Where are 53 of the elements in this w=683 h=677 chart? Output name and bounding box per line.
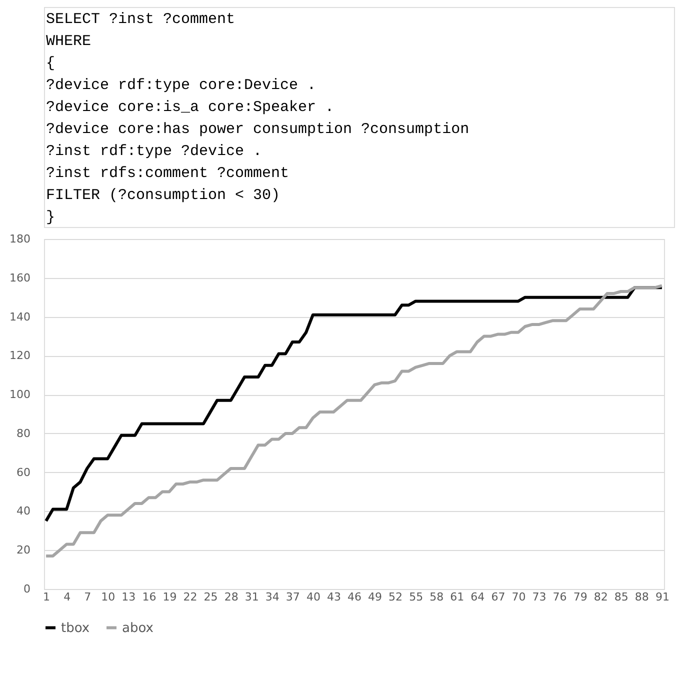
x-tick-label: 49 bbox=[368, 590, 382, 604]
y-tick-label: 140 bbox=[10, 310, 30, 324]
text: ?inst rdfs:comment ?comment bbox=[46, 165, 290, 182]
x-tick-label: 31 bbox=[244, 590, 259, 604]
x-tick-label: 40 bbox=[306, 590, 320, 604]
text: WHERE bbox=[46, 33, 92, 50]
x-tick-label: 28 bbox=[224, 590, 238, 604]
x-tick-label: 52 bbox=[388, 590, 403, 604]
x-tick-label: 13 bbox=[122, 590, 136, 604]
y-tick-label: 100 bbox=[10, 388, 30, 402]
text: ?device core:has power consumption ?consumption bbox=[46, 121, 470, 138]
x-tick-label: 79 bbox=[573, 590, 588, 604]
y-tick-label: 20 bbox=[16, 544, 30, 557]
x-tick-label: 34 bbox=[265, 590, 280, 604]
x-tick-label: 43 bbox=[326, 590, 341, 604]
x-tick-label: 67 bbox=[491, 590, 506, 604]
x-tick-label: 91 bbox=[655, 590, 670, 604]
x-tick-label: 10 bbox=[101, 590, 116, 604]
x-tick-label: 76 bbox=[552, 590, 567, 604]
x-tick-label: 1 bbox=[43, 590, 50, 604]
x-tick-label: 85 bbox=[614, 590, 628, 604]
text: } bbox=[46, 209, 56, 226]
x-tick-label: 88 bbox=[634, 590, 649, 604]
x-tick-label: 73 bbox=[532, 590, 546, 604]
y-tick-label: 180 bbox=[10, 232, 30, 246]
x-tick-label: 58 bbox=[430, 590, 444, 604]
text: SELECT ?inst ?comment bbox=[46, 11, 236, 28]
y-tick-label: 160 bbox=[10, 271, 30, 284]
y-tick-label: 40 bbox=[16, 504, 30, 518]
x-tick-label: 55 bbox=[409, 590, 424, 604]
x-tick-label: 22 bbox=[183, 590, 198, 604]
x-tick-label: 61 bbox=[450, 590, 464, 604]
x-tick-label: 64 bbox=[470, 590, 485, 604]
text: FILTER (?consumption < 30) bbox=[46, 187, 280, 204]
text: { bbox=[46, 55, 56, 72]
legend-label: tbox bbox=[61, 620, 90, 636]
y-tick-label: 60 bbox=[16, 466, 30, 479]
text: ?device core:is_a core:Speaker . bbox=[46, 99, 334, 116]
text: ?inst rdf:type ?device . bbox=[46, 143, 262, 160]
x-tick-label: 25 bbox=[204, 590, 218, 604]
text: ?device rdf:type core:Device . bbox=[46, 77, 316, 94]
x-tick-label: 82 bbox=[594, 590, 608, 604]
x-tick-label: 19 bbox=[162, 590, 177, 604]
y-tick-label: 80 bbox=[16, 426, 30, 440]
y-tick-label: 0 bbox=[24, 582, 30, 596]
x-tick-label: 37 bbox=[286, 590, 300, 604]
legend-label: abox bbox=[122, 620, 154, 636]
x-tick-label: 16 bbox=[142, 590, 156, 604]
x-tick-label: 7 bbox=[84, 590, 92, 604]
x-tick-label: 70 bbox=[512, 590, 526, 604]
x-tick-label: 46 bbox=[348, 590, 362, 604]
x-tick-label: 4 bbox=[64, 590, 71, 604]
y-tick-label: 120 bbox=[10, 349, 30, 362]
